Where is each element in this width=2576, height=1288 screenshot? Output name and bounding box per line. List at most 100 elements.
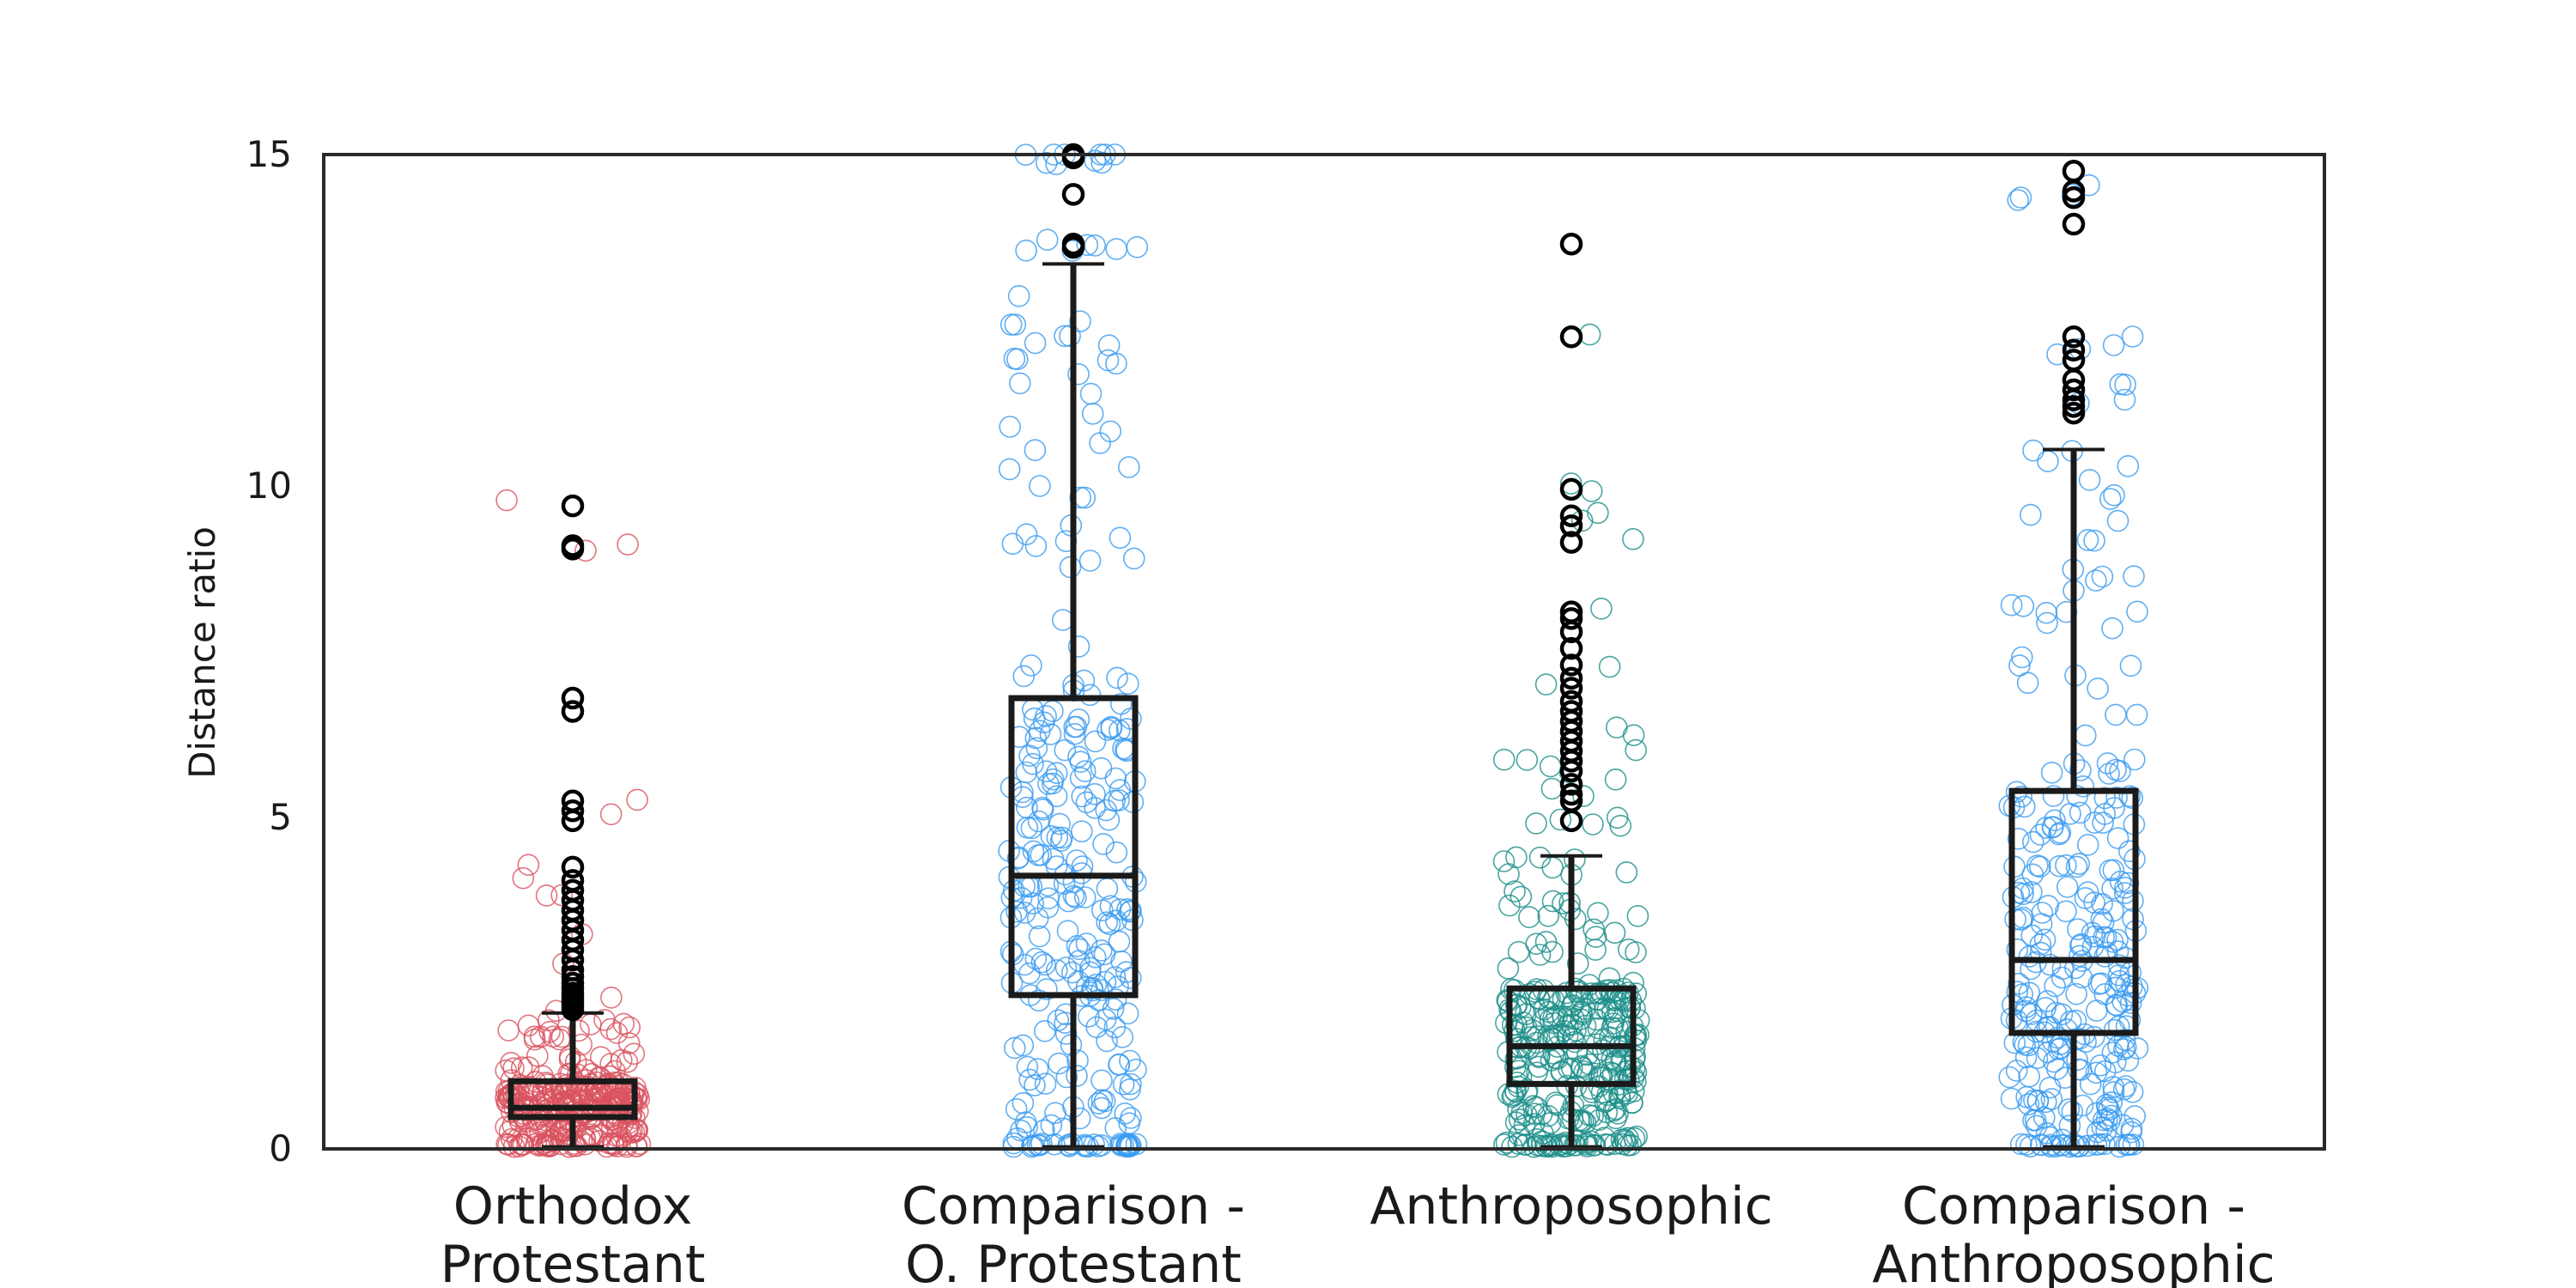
data-point xyxy=(1073,760,1097,783)
data-point xyxy=(1559,472,1583,495)
data-point xyxy=(1068,1107,1091,1130)
data-point xyxy=(2099,488,2122,510)
data-point xyxy=(1498,863,1520,885)
data-point xyxy=(1615,861,1638,884)
outlier-point xyxy=(1559,232,1583,256)
data-point xyxy=(1002,1132,1025,1155)
data-point xyxy=(2035,1091,2057,1114)
data-point xyxy=(2035,601,2058,624)
data-point xyxy=(1598,1068,1621,1091)
data-point xyxy=(497,1019,520,1042)
data-point xyxy=(2036,611,2058,635)
y-axis-ticks: 0 5 10 15 xyxy=(246,133,292,1170)
data-point xyxy=(1120,967,1142,989)
data-point xyxy=(1609,814,1631,837)
data-point xyxy=(2056,876,2079,898)
data-point xyxy=(531,1110,554,1133)
data-point xyxy=(1614,1079,1637,1102)
data-point xyxy=(1078,683,1102,707)
data-point xyxy=(2121,787,2143,810)
data-point xyxy=(1075,791,1098,814)
data-point xyxy=(1062,871,1085,894)
data-point xyxy=(998,458,1021,481)
data-point xyxy=(1006,348,1029,371)
data-point xyxy=(1120,899,1142,922)
outlier-point xyxy=(2062,349,2086,372)
data-point xyxy=(1602,1099,1625,1122)
data-point xyxy=(1096,1030,1118,1053)
data-point xyxy=(507,1135,531,1157)
outlier-point xyxy=(2062,325,2086,349)
data-point xyxy=(517,854,540,877)
data-point xyxy=(1097,334,1121,357)
data-point xyxy=(1084,234,1106,257)
data-point xyxy=(1504,880,1526,902)
outlier-point xyxy=(1559,477,1583,501)
outlier-point xyxy=(1559,782,1583,806)
data-point xyxy=(605,1125,628,1147)
iqr-box xyxy=(1008,695,1139,999)
category-label: Comparison -Anthroposophic xyxy=(1872,1176,2275,1288)
data-point xyxy=(1055,1066,1078,1089)
data-point xyxy=(1067,745,1090,769)
data-point xyxy=(1009,372,1031,395)
data-point xyxy=(1066,1049,1089,1072)
data-point xyxy=(2050,966,2074,989)
data-point xyxy=(2079,1072,2102,1096)
data-point xyxy=(1601,981,1624,1004)
data-point xyxy=(2117,1133,2140,1156)
data-point xyxy=(2092,811,2114,835)
data-point xyxy=(1012,1091,1035,1115)
data-point xyxy=(1109,898,1132,920)
data-point xyxy=(1069,767,1092,789)
data-point xyxy=(517,1056,540,1078)
data-point xyxy=(1537,904,1559,927)
outlier-point xyxy=(561,878,585,902)
data-point xyxy=(1564,848,1586,871)
data-point xyxy=(1078,1005,1100,1028)
outlier-point xyxy=(1559,789,1583,812)
data-point xyxy=(1539,755,1562,778)
data-point xyxy=(1574,1014,1597,1037)
data-point xyxy=(1510,885,1533,908)
data-point xyxy=(580,1073,602,1096)
data-point xyxy=(625,1135,648,1157)
data-point xyxy=(2000,1087,2023,1110)
data-point xyxy=(2022,439,2044,462)
data-point xyxy=(568,1019,590,1042)
data-point xyxy=(1617,939,1640,961)
data-point xyxy=(1066,935,1089,957)
data-point xyxy=(2017,1093,2040,1115)
data-point xyxy=(1094,1008,1117,1031)
data-point xyxy=(1097,719,1119,741)
data-point xyxy=(2042,785,2065,807)
data-point xyxy=(2029,941,2052,964)
data-point xyxy=(1580,480,1603,502)
data-point xyxy=(1546,1005,1568,1027)
data-point xyxy=(1103,1016,1127,1039)
data-point xyxy=(1572,785,1595,807)
data-point xyxy=(1067,708,1091,731)
data-point xyxy=(2119,654,2142,677)
data-point xyxy=(2103,483,2125,507)
data-point xyxy=(1039,723,1062,745)
data-point xyxy=(1608,1087,1631,1109)
data-point xyxy=(1029,720,1051,743)
data-point xyxy=(580,1013,602,1036)
data-point xyxy=(2101,1042,2124,1064)
data-point xyxy=(2093,1109,2115,1132)
outlier-point xyxy=(561,700,585,723)
data-point xyxy=(2109,760,2131,782)
y-tick-label: 5 xyxy=(269,796,292,838)
data-point xyxy=(1561,1057,1583,1080)
data-point xyxy=(599,1053,623,1075)
y-tick-label: 0 xyxy=(269,1127,292,1170)
data-point xyxy=(1118,456,1140,478)
data-point xyxy=(2067,1058,2090,1081)
outlier-point xyxy=(1061,232,1085,256)
data-point xyxy=(2059,1010,2082,1033)
data-point xyxy=(2083,529,2105,552)
iqr-box xyxy=(2008,787,2139,1036)
data-point xyxy=(1540,777,1564,800)
data-point xyxy=(2026,1115,2048,1138)
